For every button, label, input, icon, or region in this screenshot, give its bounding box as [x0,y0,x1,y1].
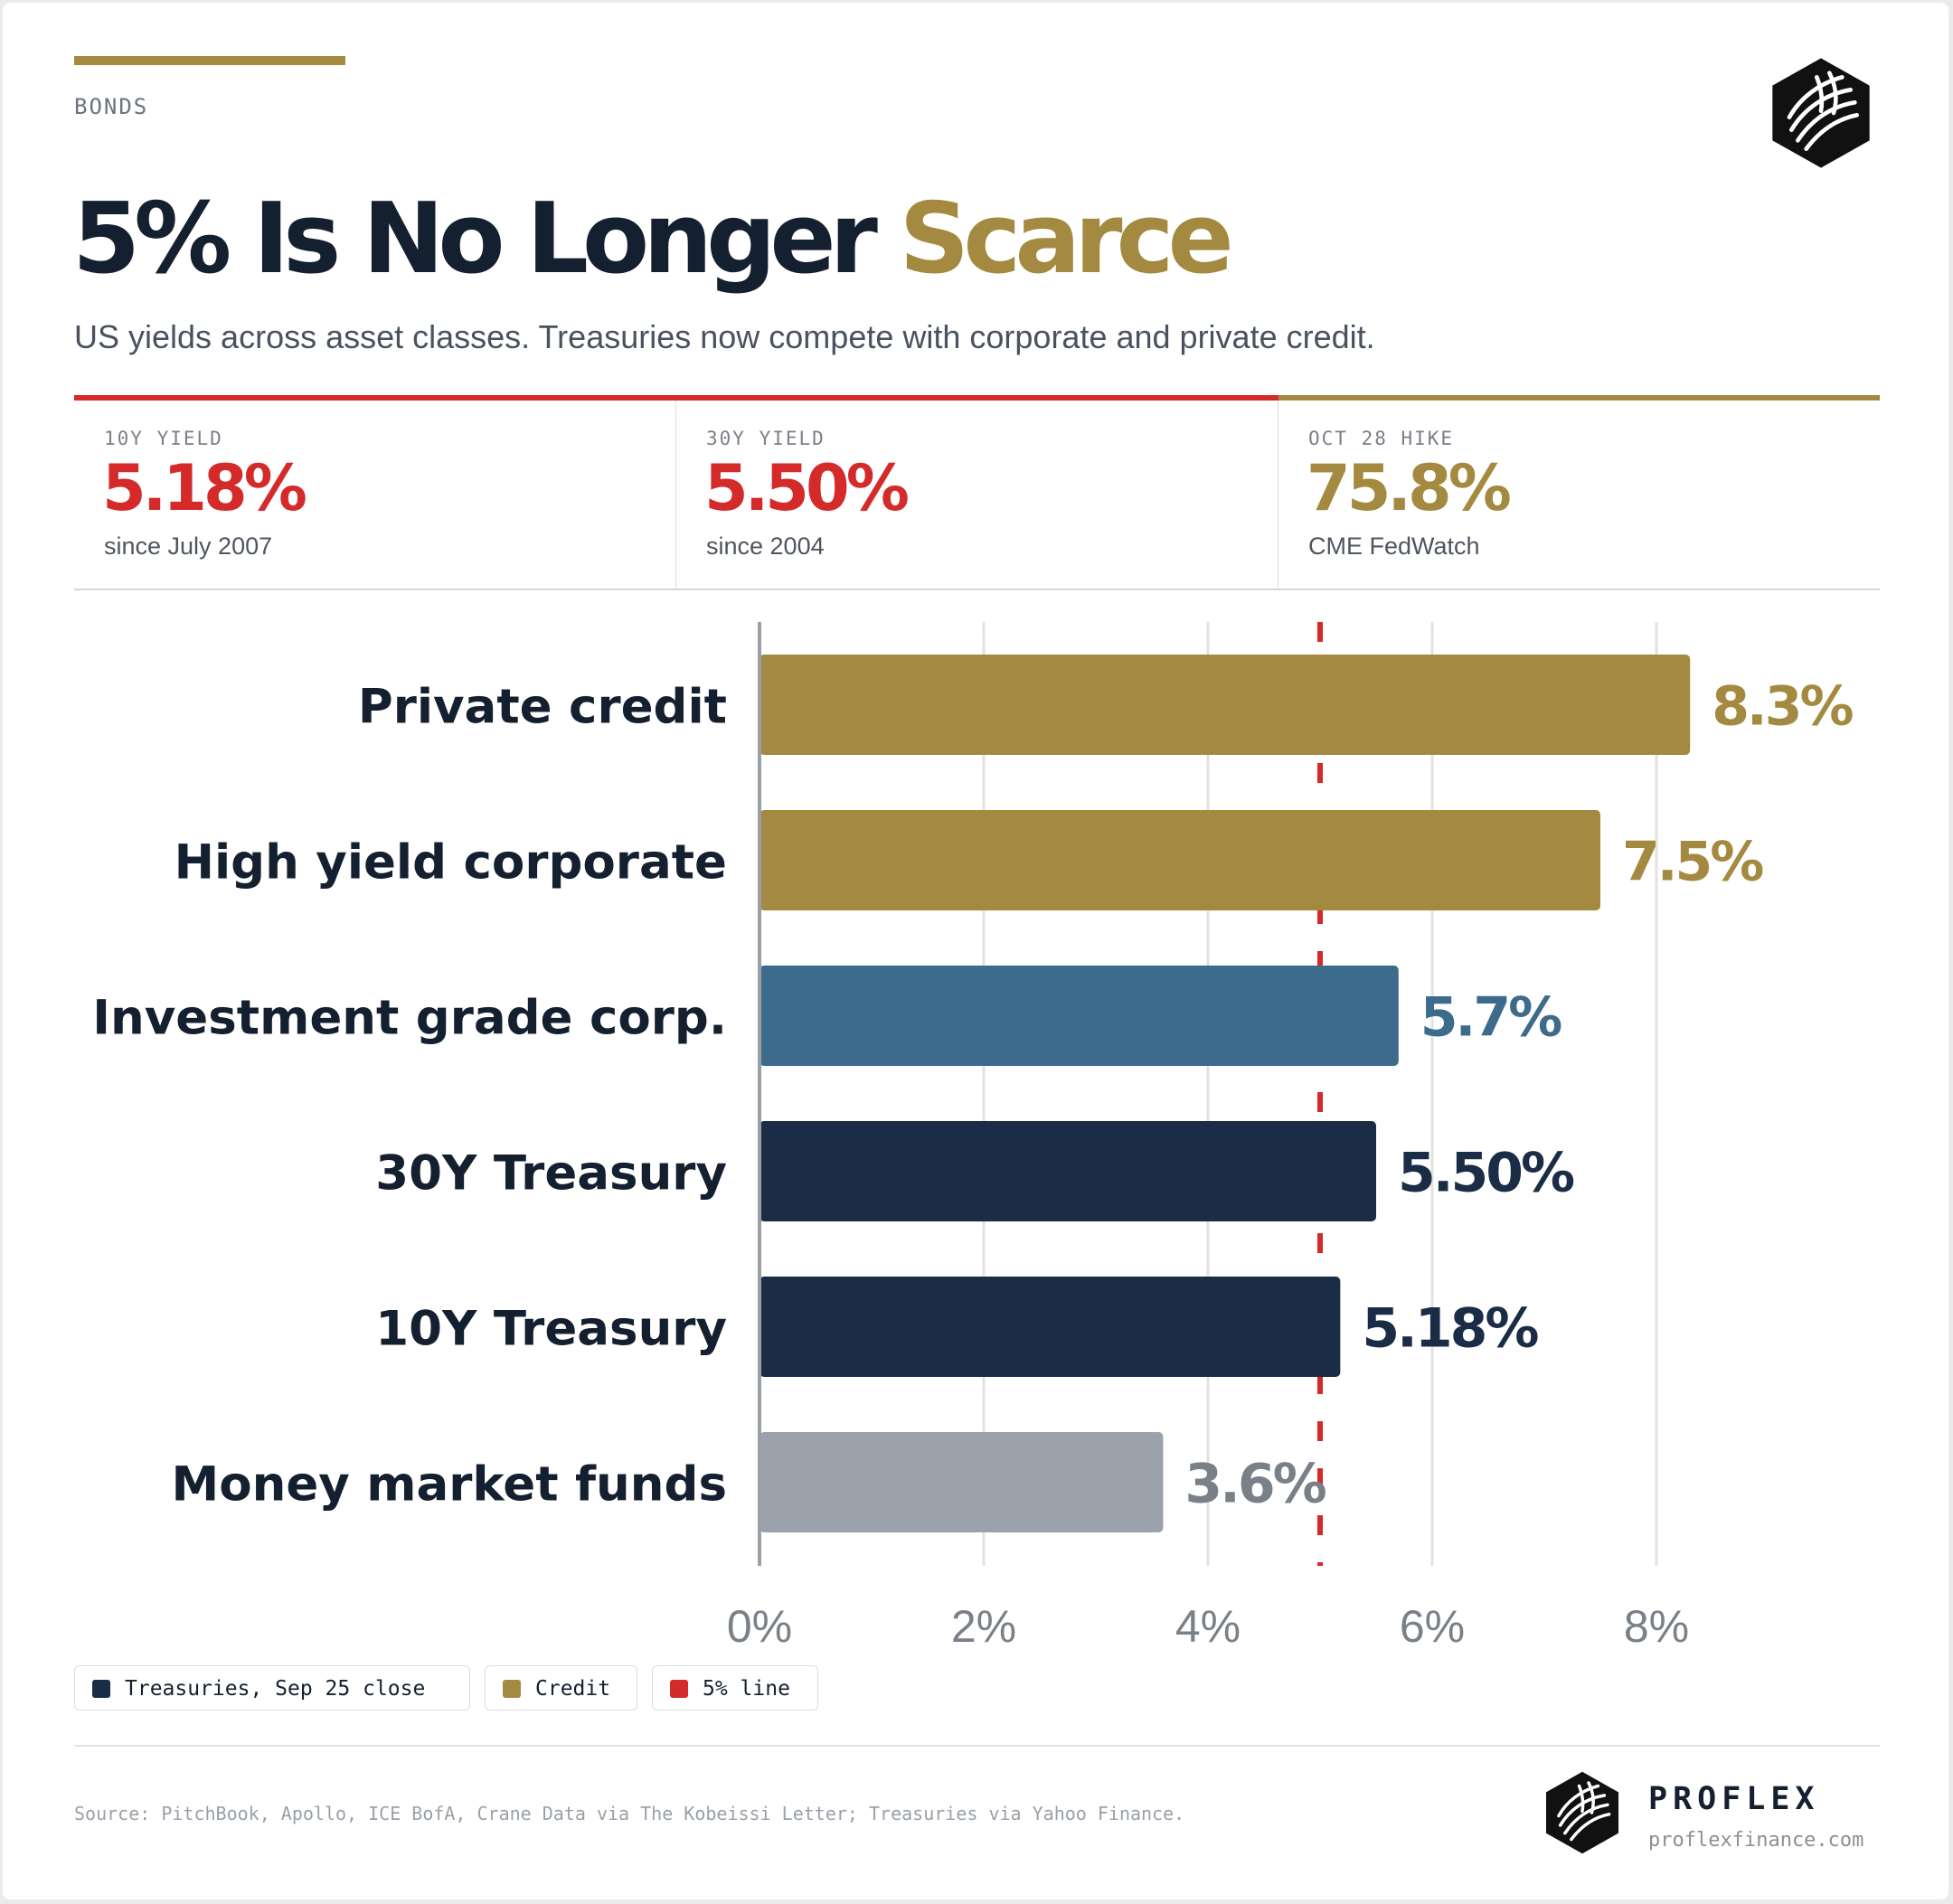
legend-item-treasuries: Treasuries, Sep 25 close [74,1665,470,1711]
stat-topline [676,395,1278,401]
legend-label: Treasuries, Sep 25 close [125,1677,426,1701]
stat-separator [675,401,676,589]
bar [760,1277,1341,1377]
stat-10y-yield: 10Y YIELD 5.18% since July 2007 [74,395,676,589]
card [3,3,1948,1899]
x-tick-label: 0% [727,1601,792,1652]
legend-swatch [503,1680,521,1698]
yield-bar-chart: Private credit 8.3% High yield corporate 7.… [92,622,1855,1652]
category-label: 30Y Treasury [375,1146,727,1202]
stat-30y-yield: 30Y YIELD 5.50% since 2004 [676,395,1278,589]
source-note: Source: PitchBook, Apollo, ICE BofA, Cra… [74,1803,1185,1824]
stat-topline [74,395,676,401]
bar [760,1432,1164,1532]
bar [760,966,1399,1066]
proflex-logo-icon [1772,58,1870,168]
brand-name: PROFLEX [1648,1781,1820,1817]
legend-label: 5% line [703,1677,790,1701]
category-label: High yield corporate [175,835,727,891]
value-label: 3.6% [1184,1453,1326,1516]
stat-note: since 2004 [706,533,825,560]
value-label: 7.5% [1622,831,1763,894]
stat-value: 75.8% [1307,451,1512,525]
stat-label: 10Y YIELD [104,428,223,449]
category-label: 10Y Treasury [375,1302,727,1357]
accent-bar [74,56,345,65]
legend-item-5pct-line: 5% line [652,1665,818,1711]
legend-swatch [670,1680,688,1698]
title-highlight: Scarce [899,183,1234,296]
stat-note: CME FedWatch [1308,533,1480,560]
stat-topline [1278,395,1880,401]
proflex-logo-icon [1545,1771,1619,1854]
title-main: 5% Is No Longer [72,183,878,296]
stat-value: 5.50% [704,451,910,525]
bar [760,655,1691,755]
value-label: 5.50% [1398,1142,1574,1205]
category-label: Private credit [358,680,727,735]
stat-oct28-hike: OCT 28 HIKE 75.8% CME FedWatch [1278,395,1880,589]
legend-swatch [92,1680,110,1698]
bar [760,810,1600,910]
x-tick-label: 2% [951,1601,1016,1652]
footer-divider [74,1745,1880,1747]
value-label: 8.3% [1712,675,1853,739]
stat-label: 30Y YIELD [706,428,826,449]
stats-row: 10Y YIELD 5.18% since July 2007 30Y YIEL… [74,395,1880,590]
subtitle: US yields across asset classes. Treasuri… [74,318,1375,355]
stat-label: OCT 28 HIKE [1308,428,1455,449]
legend-item-credit: Credit [485,1665,637,1711]
x-tick-label: 6% [1400,1601,1465,1652]
stat-note: since July 2007 [104,533,273,560]
page-title: 5% Is No Longer Scarce [72,183,1234,296]
brand-url: proflexfinance.com [1648,1829,1864,1852]
category-label: Money market funds [171,1457,727,1513]
value-label: 5.18% [1362,1297,1538,1361]
x-tick-label: 4% [1175,1601,1241,1652]
category-label: Investment grade corp. [92,991,727,1046]
legend-label: Credit [535,1677,611,1701]
value-label: 5.7% [1420,986,1561,1050]
stat-value: 5.18% [102,451,307,525]
x-tick-label: 8% [1624,1601,1689,1652]
bar [760,1121,1376,1221]
kicker: BONDS [74,94,149,119]
